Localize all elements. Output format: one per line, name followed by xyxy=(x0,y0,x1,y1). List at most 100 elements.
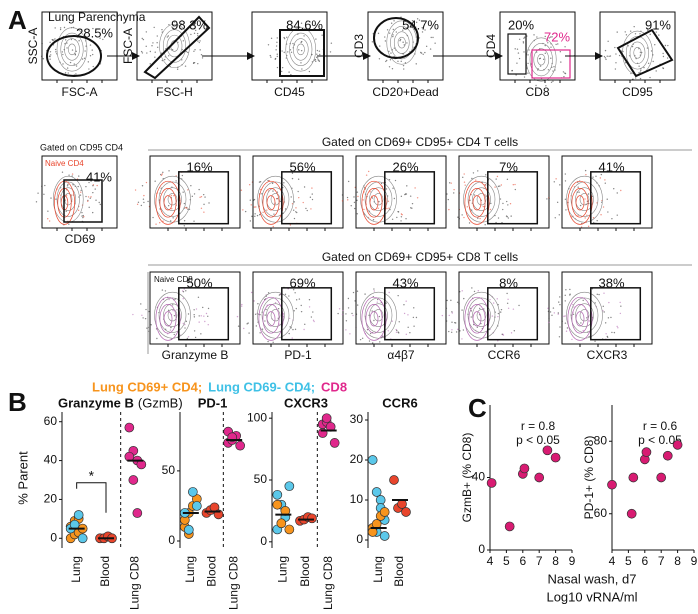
event-dot xyxy=(378,315,381,318)
event-dot xyxy=(261,328,264,330)
event-dot xyxy=(88,68,90,70)
event-dot xyxy=(168,24,170,26)
event-dot xyxy=(313,320,315,323)
plot-frame xyxy=(561,271,653,345)
event-dot xyxy=(376,298,379,301)
event-dot xyxy=(90,196,92,198)
event-dot xyxy=(388,207,390,209)
event-dot xyxy=(96,184,98,187)
plot-frame xyxy=(252,271,344,345)
data-point xyxy=(235,440,246,451)
event-dot xyxy=(66,185,69,187)
x-axis-label: FSC-A xyxy=(62,85,98,99)
event-dot xyxy=(479,307,481,310)
event-dot xyxy=(289,326,291,328)
gate-percent: 72% xyxy=(544,29,570,44)
contour xyxy=(629,41,646,64)
event-dot xyxy=(496,298,498,300)
event-dot xyxy=(277,308,280,310)
gate-percent: 98.3% xyxy=(171,17,208,32)
event-dot xyxy=(190,185,192,187)
data-point xyxy=(379,531,390,541)
event-dot xyxy=(378,58,381,60)
contour xyxy=(463,175,500,223)
event-dot xyxy=(295,211,297,213)
event-dot xyxy=(387,200,390,202)
event-dot xyxy=(416,18,419,20)
event-dot xyxy=(415,21,418,24)
x-axis-label: Nasal wash, d7 xyxy=(548,571,637,586)
data-point xyxy=(276,518,287,529)
event-dot xyxy=(548,318,550,320)
data-point xyxy=(486,478,497,488)
event-dot xyxy=(386,207,388,210)
event-dot xyxy=(633,25,635,28)
event-dot xyxy=(377,32,380,35)
event-dot xyxy=(594,302,596,304)
event-dot xyxy=(61,51,64,53)
event-dot xyxy=(475,179,477,181)
event-dot xyxy=(563,75,565,78)
event-dot xyxy=(393,47,396,49)
event-dot xyxy=(551,314,553,316)
event-dot xyxy=(600,173,603,176)
gate xyxy=(373,17,419,59)
event-dot xyxy=(300,62,302,64)
event-dot xyxy=(180,23,183,25)
event-dot xyxy=(181,174,184,177)
event-dot xyxy=(497,217,500,219)
event-dot xyxy=(652,60,654,63)
event-dot xyxy=(595,175,597,178)
event-dot xyxy=(650,50,653,52)
event-dot xyxy=(448,208,450,211)
event-dot xyxy=(280,70,283,73)
contour xyxy=(158,297,187,333)
chart-title: CCR6 xyxy=(382,395,417,410)
event-dot xyxy=(464,184,466,186)
contour xyxy=(575,187,594,212)
y-tick-label: 20 xyxy=(44,492,58,506)
event-dot xyxy=(142,317,144,319)
event-dot xyxy=(193,220,195,222)
event-dot xyxy=(376,301,378,303)
event-dot xyxy=(453,188,455,191)
event-dot xyxy=(392,28,395,31)
event-dot xyxy=(388,178,391,181)
contour xyxy=(270,193,281,206)
gate-percent: 43% xyxy=(392,275,418,290)
event-dot xyxy=(318,59,320,62)
event-dot xyxy=(270,56,272,58)
contour xyxy=(167,309,178,322)
event-dot xyxy=(319,53,321,56)
event-dot xyxy=(330,42,333,44)
event-dot xyxy=(564,173,567,175)
event-dot xyxy=(254,213,256,215)
event-dot xyxy=(421,27,423,29)
event-dot xyxy=(143,201,145,204)
event-dot xyxy=(89,44,92,46)
contour xyxy=(167,193,178,206)
event-dot xyxy=(91,49,93,51)
event-dot xyxy=(142,38,145,41)
gate xyxy=(46,35,102,77)
event-dot xyxy=(173,314,176,317)
event-dot xyxy=(473,194,476,196)
event-dot xyxy=(461,214,463,216)
event-dot xyxy=(141,37,143,40)
data-point xyxy=(272,499,283,510)
event-dot xyxy=(643,66,645,69)
event-dot xyxy=(391,218,394,220)
event-dot xyxy=(579,204,582,207)
event-dot xyxy=(147,200,149,203)
panel-letter: A xyxy=(8,5,27,35)
event-dot xyxy=(403,312,406,315)
event-dot xyxy=(256,214,259,217)
event-dot xyxy=(477,170,479,172)
event-dot xyxy=(553,181,555,183)
event-dot xyxy=(193,330,196,332)
event-dot xyxy=(461,338,463,340)
event-dot xyxy=(557,312,560,314)
event-dot xyxy=(587,225,590,228)
event-dot xyxy=(547,310,550,313)
event-dot xyxy=(44,184,46,187)
